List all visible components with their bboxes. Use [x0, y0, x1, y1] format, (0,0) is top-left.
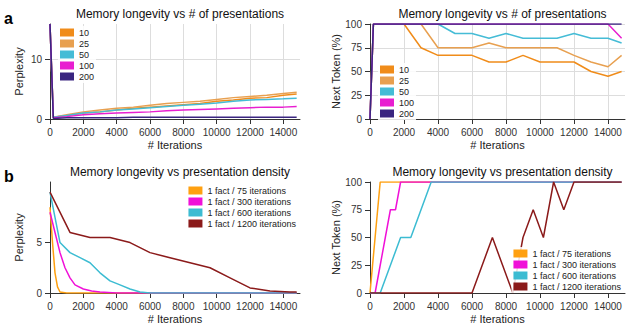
svg-text:10000: 10000 [203, 127, 231, 138]
svg-text:14000: 14000 [594, 301, 622, 312]
svg-text:Next Token (%): Next Token (%) [330, 200, 342, 275]
svg-text:6000: 6000 [139, 127, 162, 138]
svg-text:25: 25 [399, 76, 409, 86]
svg-text:# Iterations: # Iterations [148, 139, 203, 151]
svg-text:4000: 4000 [106, 127, 129, 138]
svg-text:8000: 8000 [495, 301, 518, 312]
svg-text:1 fact / 1200 iterations: 1 fact / 1200 iterations [207, 219, 296, 229]
svg-text:2000: 2000 [72, 127, 95, 138]
svg-text:12000: 12000 [560, 127, 588, 138]
svg-text:0: 0 [356, 288, 362, 299]
svg-text:6000: 6000 [139, 301, 162, 312]
svg-text:25: 25 [351, 90, 363, 101]
svg-text:14000: 14000 [594, 127, 622, 138]
svg-text:# Iterations: # Iterations [470, 313, 525, 325]
svg-text:12000: 12000 [236, 301, 264, 312]
svg-text:4000: 4000 [427, 127, 450, 138]
svg-text:100: 100 [345, 177, 362, 188]
svg-text:1 fact / 300 iterations: 1 fact / 300 iterations [532, 260, 616, 270]
svg-text:10000: 10000 [526, 301, 554, 312]
svg-text:25: 25 [79, 39, 89, 49]
svg-text:6000: 6000 [461, 127, 484, 138]
svg-text:200: 200 [79, 72, 94, 82]
svg-text:75: 75 [351, 204, 363, 215]
svg-text:10000: 10000 [526, 127, 554, 138]
svg-text:2000: 2000 [393, 301, 416, 312]
svg-text:4000: 4000 [427, 301, 450, 312]
svg-text:0: 0 [367, 301, 373, 312]
svg-text:100: 100 [399, 98, 414, 108]
svg-text:2000: 2000 [72, 301, 95, 312]
svg-text:50: 50 [399, 87, 409, 97]
svg-text:2000: 2000 [393, 127, 416, 138]
svg-text:1 fact / 1200 iterations: 1 fact / 1200 iterations [532, 282, 621, 292]
svg-text:8000: 8000 [172, 301, 195, 312]
svg-text:10: 10 [31, 54, 43, 65]
svg-text:25: 25 [351, 260, 363, 271]
svg-text:Perplexity: Perplexity [13, 213, 25, 262]
svg-text:8000: 8000 [495, 127, 518, 138]
svg-text:10000: 10000 [203, 301, 231, 312]
svg-text:b: b [4, 168, 14, 185]
svg-text:6000: 6000 [461, 301, 484, 312]
svg-text:12000: 12000 [560, 301, 588, 312]
svg-text:100: 100 [79, 61, 94, 71]
svg-text:14000: 14000 [269, 127, 297, 138]
svg-text:Memory longevity vs presentati: Memory longevity vs presentation density [70, 165, 290, 179]
svg-text:100: 100 [345, 19, 362, 30]
svg-text:5: 5 [36, 237, 42, 248]
svg-text:# Iterations: # Iterations [148, 313, 203, 325]
svg-text:10: 10 [79, 28, 89, 38]
svg-text:1 fact / 600 iterations: 1 fact / 600 iterations [207, 208, 291, 218]
svg-text:0: 0 [47, 301, 53, 312]
svg-text:a: a [4, 10, 13, 27]
svg-text:50: 50 [351, 232, 363, 243]
svg-text:200: 200 [399, 109, 414, 119]
svg-text:0: 0 [36, 114, 42, 125]
svg-text:4000: 4000 [106, 301, 129, 312]
svg-text:0: 0 [36, 288, 42, 299]
svg-text:0: 0 [367, 127, 373, 138]
svg-text:# Iterations: # Iterations [470, 139, 525, 151]
svg-text:Memory longevity vs presentati: Memory longevity vs presentation density [392, 165, 612, 179]
svg-text:50: 50 [79, 50, 89, 60]
svg-text:75: 75 [351, 42, 363, 53]
svg-text:Next Token (%): Next Token (%) [330, 34, 342, 109]
svg-text:1 fact / 600 iterations: 1 fact / 600 iterations [532, 271, 616, 281]
svg-text:1 fact / 75 iterations: 1 fact / 75 iterations [532, 249, 611, 259]
svg-text:10: 10 [399, 65, 409, 75]
svg-text:14000: 14000 [269, 301, 297, 312]
svg-text:Memory longevity vs # of prese: Memory longevity vs # of presentations [398, 7, 606, 21]
svg-text:1 fact / 75 iterations: 1 fact / 75 iterations [207, 186, 286, 196]
svg-text:1 fact / 300 iterations: 1 fact / 300 iterations [207, 197, 291, 207]
svg-text:12000: 12000 [236, 127, 264, 138]
svg-text:0: 0 [47, 127, 53, 138]
svg-text:Memory longevity vs # of prese: Memory longevity vs # of presentations [76, 7, 284, 21]
svg-text:50: 50 [351, 66, 363, 77]
svg-text:0: 0 [356, 114, 362, 125]
svg-text:Perplexity: Perplexity [13, 47, 25, 96]
svg-text:8000: 8000 [172, 127, 195, 138]
